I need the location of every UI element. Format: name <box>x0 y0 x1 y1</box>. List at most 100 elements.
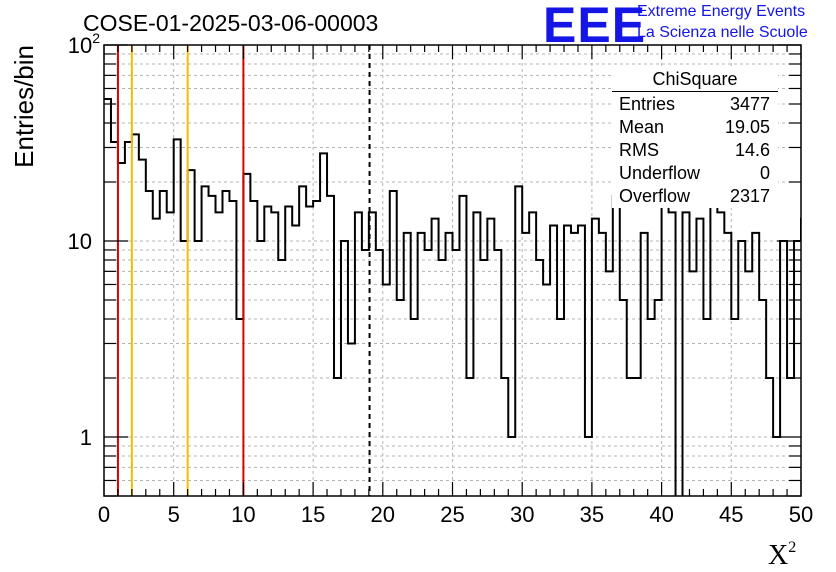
stats-title: ChiSquare <box>612 68 778 92</box>
histogram-bin <box>801 219 808 496</box>
histogram-bin <box>620 300 627 496</box>
x-tick-label: 5 <box>168 502 180 527</box>
histogram-bin <box>257 241 264 496</box>
x-tick-label: 15 <box>301 502 325 527</box>
histogram-bin <box>229 201 236 496</box>
histogram-bin <box>355 212 362 496</box>
x-tick-label: 25 <box>440 502 464 527</box>
histogram-bin <box>236 319 243 496</box>
stats-row-mean: Mean 19.05 <box>612 116 778 139</box>
stats-row-rms: RMS 14.6 <box>612 139 778 162</box>
histogram-bin <box>411 319 418 496</box>
histogram-bin <box>195 241 202 496</box>
eee-logo: EEE <box>543 0 647 53</box>
logo-caption-line2: La Scienza nelle Scuole <box>637 24 808 41</box>
x-tick-label: 0 <box>98 502 110 527</box>
histogram-bin <box>550 225 557 496</box>
histogram-bin <box>425 250 432 496</box>
x-tick-label: 30 <box>510 502 534 527</box>
histogram-bin <box>724 233 731 496</box>
histogram-bin <box>599 233 606 496</box>
histogram-bin <box>216 212 223 496</box>
x-tick-label: 20 <box>371 502 395 527</box>
y-tick-label: 1 <box>80 425 92 450</box>
histogram-bin <box>717 212 724 496</box>
histogram-bin <box>362 250 369 496</box>
histogram-bin <box>703 319 710 496</box>
histogram-bin <box>815 437 822 496</box>
stats-value: 3477 <box>729 94 770 114</box>
stats-row-underflow: Underflow 0 <box>612 162 778 185</box>
data-layer <box>104 98 836 496</box>
histogram-bin <box>383 284 390 496</box>
histogram-bin <box>320 153 327 496</box>
histogram-bin <box>348 343 355 496</box>
x-tick-label: 35 <box>580 502 604 527</box>
stats-label: Overflow <box>619 186 691 206</box>
histogram-bin <box>494 250 501 496</box>
histogram-bin <box>132 134 139 496</box>
grid <box>104 45 801 496</box>
histogram-bin <box>829 378 836 496</box>
histogram-bin <box>243 174 250 496</box>
histogram-bin <box>522 233 529 496</box>
histogram-bin <box>515 186 522 496</box>
stats-row-overflow: Overflow 2317 <box>612 185 778 208</box>
histogram-bin <box>202 186 209 496</box>
x-tick-label: 10 <box>231 502 255 527</box>
histogram-bin <box>683 212 690 496</box>
stats-label: RMS <box>619 140 659 160</box>
histogram-bin <box>780 241 787 496</box>
stats-value: 14.6 <box>734 140 770 160</box>
logo-caption-line1: Extreme Energy Events <box>637 3 806 20</box>
histogram-bin <box>404 233 411 496</box>
histogram-bin <box>271 212 278 496</box>
x-axis-title: X2 <box>768 539 796 571</box>
histogram-bin <box>174 139 181 496</box>
histogram-bin <box>689 271 696 496</box>
histogram-bin <box>808 343 815 496</box>
histogram-bin <box>473 212 480 496</box>
histogram-bin <box>731 319 738 496</box>
histogram-line <box>104 98 801 496</box>
stats-label: Entries <box>619 94 676 114</box>
histogram-bin <box>641 233 648 496</box>
x-tick-label: 40 <box>649 502 673 527</box>
stats-value: 19.05 <box>724 117 770 137</box>
histogram-bin <box>752 233 759 496</box>
histogram-bin <box>759 300 766 496</box>
histogram-bin <box>376 250 383 496</box>
stats-label: Mean <box>619 117 665 137</box>
histogram-bin <box>669 212 676 496</box>
histogram-bin <box>745 271 752 496</box>
histogram-bin <box>543 284 550 496</box>
histogram-bin <box>453 250 460 496</box>
histogram-bin <box>292 225 299 496</box>
x-tick-label: 50 <box>789 502 813 527</box>
histogram-bin <box>397 300 404 496</box>
stats-value: 2317 <box>729 186 770 206</box>
histogram-bin <box>313 201 320 496</box>
reference-lines <box>116 45 371 496</box>
histogram-bin <box>738 241 745 496</box>
stats-label: Underflow <box>619 163 701 183</box>
histogram-bin <box>529 212 536 496</box>
histogram-bin <box>662 186 669 496</box>
histogram-bin <box>564 225 571 496</box>
histogram-bin <box>167 212 174 496</box>
histogram-bin <box>571 233 578 496</box>
histogram-bin <box>181 241 188 496</box>
histogram-bin <box>655 300 662 496</box>
histogram-bin <box>188 170 195 496</box>
histogram-bin <box>794 241 801 496</box>
histogram-bin <box>250 201 257 496</box>
histogram-bin <box>446 233 453 496</box>
x-tick-label: 45 <box>719 502 743 527</box>
histogram-bin <box>822 271 829 496</box>
stats-row-entries: Entries 3477 <box>612 93 778 116</box>
histogram-bin <box>606 271 613 496</box>
y-tick-label: 10 <box>68 229 92 254</box>
histogram-bin <box>418 233 425 496</box>
y-tick-label: 102 <box>68 30 100 58</box>
